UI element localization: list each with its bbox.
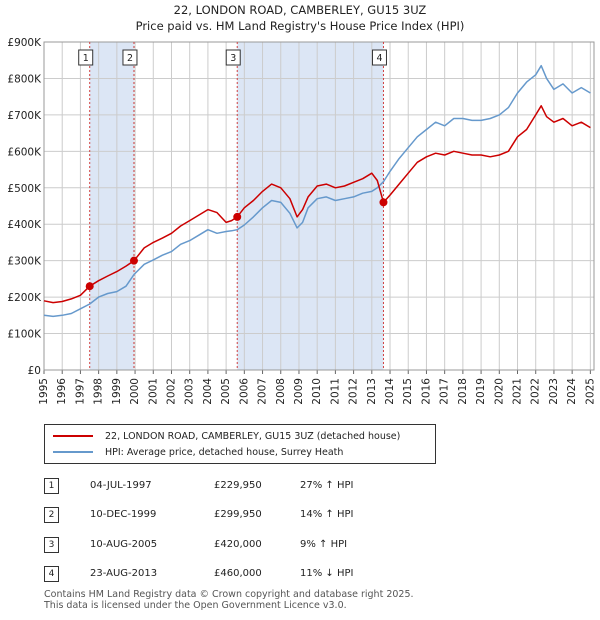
- x-tick-label: 2016: [420, 378, 432, 405]
- y-tick-label: £700K: [7, 110, 42, 122]
- x-tick-label: 2002: [165, 378, 177, 405]
- y-tick-label: £500K: [7, 183, 42, 195]
- y-tick-label: £400K: [7, 219, 42, 231]
- transaction-number-badge: 4: [44, 566, 59, 582]
- table-row: 2 10-DEC-1999 £299,950 14% ↑ HPI: [44, 507, 464, 525]
- x-tick-label: 1998: [93, 378, 105, 405]
- transaction-price: £229,950: [214, 480, 262, 491]
- chart-title-line2: Price paid vs. HM Land Registry's House …: [136, 19, 465, 33]
- transaction-marker-label: 4: [376, 53, 382, 64]
- x-tick-label: 2022: [530, 378, 542, 405]
- legend-swatch-property: [53, 435, 93, 437]
- x-tick-label: 2023: [548, 378, 560, 405]
- transaction-marker-label: 2: [127, 53, 133, 64]
- x-tick-label: 2021: [512, 378, 524, 405]
- footer-attribution: Contains HM Land Registry data © Crown c…: [44, 589, 414, 611]
- table-row: 4 23-AUG-2013 £460,000 11% ↓ HPI: [44, 566, 464, 584]
- y-tick-label: £100K: [7, 329, 42, 341]
- x-tick-label: 2004: [202, 378, 214, 405]
- transaction-hpi-diff: 14% ↑ HPI: [300, 509, 354, 520]
- price-chart: 22, LONDON ROAD, CAMBERLEY, GU15 3UZ Pri…: [7, 3, 596, 405]
- transaction-marker-box: [78, 49, 94, 66]
- y-tick-label: £800K: [7, 73, 42, 85]
- x-tick-label: 2006: [238, 378, 250, 405]
- x-tick-label: 2015: [402, 378, 414, 405]
- chart-title-line1: 22, LONDON ROAD, CAMBERLEY, GU15 3UZ: [174, 3, 427, 17]
- plot-border: [43, 41, 595, 371]
- x-tick-label: 2017: [439, 378, 451, 405]
- chart-legend: 22, LONDON ROAD, CAMBERLEY, GU15 3UZ (de…: [44, 424, 436, 464]
- footer-line-2: This data is licensed under the Open Gov…: [44, 600, 347, 611]
- x-tick-label: 2024: [566, 378, 578, 405]
- y-tick-label: £200K: [7, 292, 42, 304]
- x-tick-label: 2008: [275, 378, 287, 405]
- x-tick-label: 1996: [56, 378, 68, 405]
- x-tick-label: 1999: [111, 378, 123, 405]
- y-tick-label: £300K: [7, 256, 42, 268]
- x-tick-label: 2003: [184, 378, 196, 405]
- sale-point: [233, 212, 242, 221]
- x-tick-label: 2025: [584, 378, 596, 405]
- transaction-marker-box: [122, 49, 138, 66]
- x-tick-label: 2013: [366, 378, 378, 405]
- y-tick-label: £0: [28, 365, 41, 377]
- transaction-marker-label: 1: [83, 53, 89, 64]
- transaction-hpi-diff: 11% ↓ HPI: [300, 568, 354, 579]
- transaction-date: 10-DEC-1999: [90, 509, 157, 520]
- legend-entry-property: 22, LONDON ROAD, CAMBERLEY, GU15 3UZ (de…: [53, 428, 400, 444]
- transaction-number-badge: 3: [44, 537, 59, 553]
- x-tick-label: 2012: [348, 378, 360, 405]
- property-price-line: [43, 105, 591, 304]
- transaction-price: £460,000: [214, 568, 262, 579]
- x-tick-label: 2018: [457, 378, 469, 405]
- legend-label-hpi: HPI: Average price, detached house, Surr…: [105, 446, 344, 458]
- sale-point: [85, 282, 94, 291]
- table-row: 1 04-JUL-1997 £229,950 27% ↑ HPI: [44, 478, 464, 496]
- transaction-marker-label: 3: [230, 53, 236, 64]
- x-tick-label: 2000: [129, 378, 141, 405]
- transaction-number-badge: 1: [44, 478, 59, 494]
- x-tick-label: 2010: [311, 378, 323, 405]
- transaction-marker-box: [371, 49, 387, 66]
- x-tick-label: 2019: [475, 378, 487, 405]
- transaction-date: 10-AUG-2005: [90, 539, 158, 550]
- sale-point: [379, 198, 388, 207]
- x-tick-label: 2011: [329, 378, 341, 405]
- x-tick-label: 1995: [38, 378, 50, 405]
- transaction-marker-box: [225, 49, 241, 66]
- footer-line-1: Contains HM Land Registry data © Crown c…: [44, 589, 414, 600]
- transaction-date: 23-AUG-2013: [90, 568, 158, 579]
- x-tick-label: 2009: [293, 378, 305, 405]
- ownership-shade: [89, 42, 134, 370]
- table-row: 3 10-AUG-2005 £420,000 9% ↑ HPI: [44, 537, 464, 555]
- legend-label-property: 22, LONDON ROAD, CAMBERLEY, GU15 3UZ (de…: [105, 430, 401, 442]
- x-tick-label: 2020: [493, 378, 505, 405]
- x-tick-label: 2005: [220, 378, 232, 405]
- legend-entry-hpi: HPI: Average price, detached house, Surr…: [53, 444, 343, 460]
- x-tick-label: 1997: [74, 378, 86, 405]
- transaction-price: £299,950: [214, 509, 262, 520]
- y-tick-label: £600K: [7, 146, 42, 158]
- x-tick-label: 2014: [384, 378, 396, 405]
- x-tick-label: 2007: [257, 378, 269, 405]
- transaction-price: £420,000: [214, 539, 262, 550]
- transaction-number-badge: 2: [44, 507, 59, 523]
- x-tick-label: 2001: [147, 378, 159, 405]
- legend-swatch-hpi: [53, 451, 93, 453]
- transaction-date: 04-JUL-1997: [90, 480, 152, 491]
- transaction-hpi-diff: 9% ↑ HPI: [300, 539, 348, 550]
- sale-point: [129, 256, 138, 265]
- hpi-line: [43, 64, 591, 318]
- y-tick-label: £900K: [7, 37, 42, 49]
- transaction-hpi-diff: 27% ↑ HPI: [300, 480, 354, 491]
